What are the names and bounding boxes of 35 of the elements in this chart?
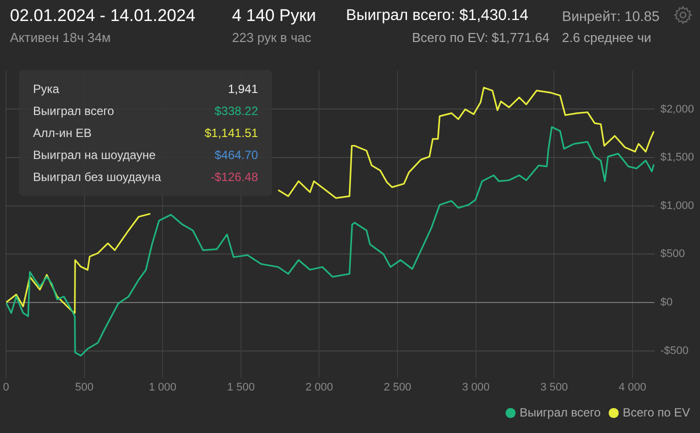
x-tick-label: 500 xyxy=(75,381,94,394)
text: Выиграл всего: $1,430.14 xyxy=(346,7,528,25)
annotation: $338.22 xyxy=(214,104,258,118)
annotation: Выиграл на шоудауне xyxy=(33,148,156,162)
chart-subtitle: Активен 18ч 34м xyxy=(10,30,111,45)
y-tick-label: -$500 xyxy=(660,344,688,357)
text: 2.6 среднее чи xyxy=(562,30,652,45)
x-tick-label: 0 xyxy=(2,381,10,394)
text: 4 140 Руки xyxy=(232,6,316,26)
x-tick-label: 3 500 xyxy=(540,381,568,394)
text: 223 рук в час xyxy=(232,30,312,45)
y-tick-label: $500 xyxy=(660,248,685,260)
x-tick-label: 1 000 xyxy=(148,381,176,394)
chart-title: 02.01.2024 - 14.01.2024 xyxy=(10,6,196,26)
legend-label: Выиграл всего xyxy=(520,405,602,420)
x-tick-label: 2 000 xyxy=(305,381,334,394)
annotation: $464.70 xyxy=(214,148,258,162)
text: Винрейт: 10.85 xyxy=(562,8,660,24)
annotation: Выиграл без шоудауна xyxy=(33,170,161,184)
y-tick-label: $0 xyxy=(660,296,673,308)
annotation: $1,141.51 xyxy=(204,126,258,140)
x-tick-label: 4 000 xyxy=(618,381,646,394)
annotation: -$126.48 xyxy=(210,170,258,184)
legend-label: Всего по EV xyxy=(622,405,690,420)
y-tick-label: $1,500 xyxy=(660,152,694,164)
x-tick-label: 1 500 xyxy=(227,381,255,394)
annotation: Рука xyxy=(33,82,60,96)
y-tick-label: $2,000 xyxy=(660,103,694,116)
y-tick-label: $1,000 xyxy=(660,200,694,212)
annotation: Выиграл всего xyxy=(33,104,114,118)
annotation: Алл-ин EB xyxy=(33,126,92,140)
text: Всего по EV: $1,771.64 xyxy=(412,30,550,45)
x-tick-label: 2 500 xyxy=(384,381,412,394)
x-tick-label: 3 000 xyxy=(462,381,490,394)
annotation: 1,941 xyxy=(228,82,258,96)
